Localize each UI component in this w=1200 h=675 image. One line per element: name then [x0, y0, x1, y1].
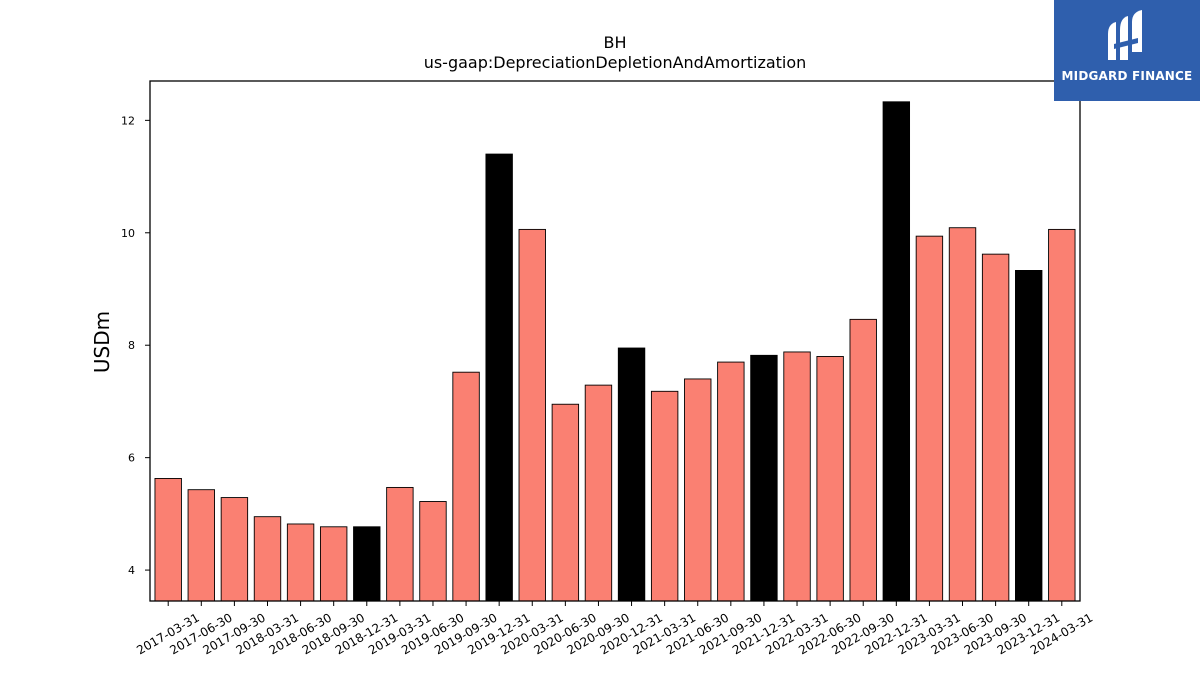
bar-2023-12-31	[1015, 270, 1043, 602]
bar-2019-12-31	[485, 153, 513, 602]
bar-2024-03-31	[1048, 228, 1076, 602]
bar-2021-06-30	[684, 378, 712, 602]
bar-2018-03-31	[253, 516, 282, 602]
midgard-logo-icon	[1108, 10, 1142, 60]
bar-2020-06-30	[551, 403, 580, 602]
bar-2019-06-30	[419, 501, 447, 602]
bar-2022-03-31	[783, 351, 811, 602]
y-tick-label: 10	[121, 227, 135, 240]
bars-group	[154, 101, 1076, 602]
bar-2020-09-30	[584, 384, 613, 602]
bar-2018-12-31	[353, 526, 381, 602]
x-ticks: 2017-03-312017-06-302017-09-302018-03-31…	[134, 601, 1095, 657]
y-ticks: 4 6 8 10 12	[121, 114, 150, 577]
logo-text: MIDGARD FINANCE	[1061, 69, 1193, 83]
bar-2018-06-30	[286, 523, 315, 602]
bar-2022-09-30	[849, 318, 877, 602]
bar-2017-03-31	[154, 478, 182, 602]
bar-2020-12-31	[617, 347, 646, 602]
y-axis-label: USDm	[90, 311, 114, 373]
chart-subtitle: us-gaap:DepreciationDepletionAndAmortiza…	[424, 53, 807, 72]
bar-2021-03-31	[650, 390, 679, 602]
bar-2021-09-30	[717, 361, 745, 602]
y-tick-label: 12	[121, 114, 135, 127]
bar-2017-09-30	[220, 497, 249, 602]
plot-frame	[149, 80, 1081, 602]
bar-2019-03-31	[386, 486, 414, 602]
bar-2020-03-31	[518, 228, 546, 602]
bar-2023-03-31	[915, 235, 944, 602]
y-tick-label: 4	[128, 564, 135, 577]
bar-2019-09-30	[452, 371, 480, 602]
bar-2017-06-30	[187, 489, 215, 602]
bar-2022-06-30	[816, 356, 844, 602]
bar-2023-09-30	[981, 253, 1010, 602]
bar-2022-12-31	[882, 101, 911, 602]
bar-2018-09-30	[319, 526, 348, 602]
y-tick-label: 6	[128, 452, 135, 465]
midgard-finance-logo: MIDGARD FINANCE	[1054, 0, 1200, 101]
y-tick-label: 8	[128, 339, 135, 352]
chart-title: BH	[603, 33, 626, 52]
bar-2023-06-30	[948, 227, 977, 602]
bar-2021-12-31	[750, 354, 778, 602]
